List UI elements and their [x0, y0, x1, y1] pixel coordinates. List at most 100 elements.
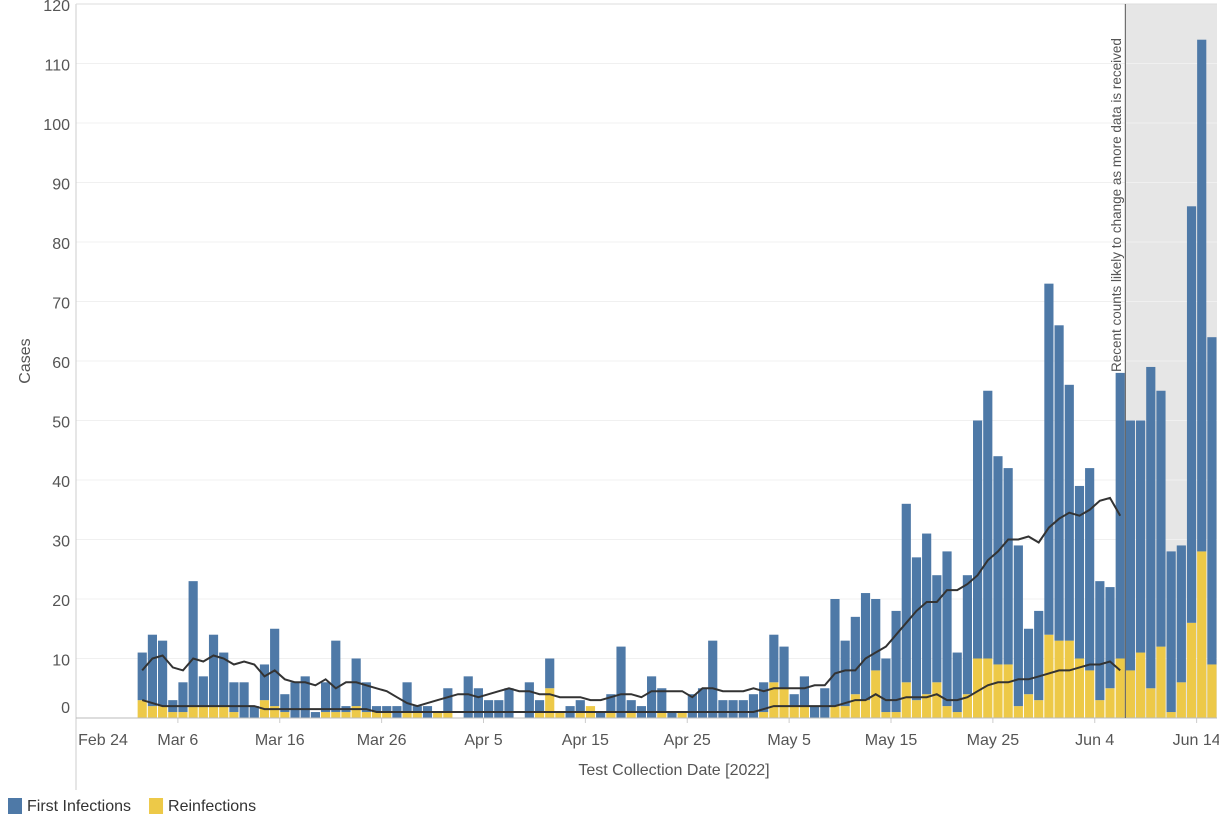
bar-segment: [1034, 700, 1044, 718]
average-line: [141, 660, 1121, 713]
bar-segment: [208, 706, 219, 718]
bar-segment: [229, 682, 239, 713]
bar-segment: [932, 575, 942, 683]
bar-segment: [168, 712, 178, 718]
y-tick-label: 70: [52, 296, 70, 313]
bar-segment: [1207, 664, 1217, 718]
bar-segment: [647, 676, 657, 718]
bar-segment: [759, 712, 769, 718]
bar-segment: [534, 712, 545, 718]
legend-label: First Infections: [27, 798, 131, 815]
x-tick-label: Feb 24: [78, 732, 128, 749]
bar-segment: [310, 712, 320, 718]
bar-segment: [1115, 658, 1125, 718]
bar-segment: [137, 700, 147, 718]
bar-segment: [840, 640, 850, 707]
bar-segment: [321, 682, 331, 713]
bar-segment: [1125, 670, 1135, 718]
bar-segment: [911, 700, 922, 718]
bar-segment: [616, 646, 626, 718]
bar-segment: [341, 712, 351, 718]
bar-segment: [239, 682, 249, 718]
x-tick-label: Mar 16: [255, 732, 305, 749]
bar-segment: [606, 712, 616, 718]
bar-segment: [1166, 551, 1176, 713]
bar-segment: [270, 628, 280, 707]
bar-segment: [412, 712, 422, 718]
y-tick-label: 120: [43, 0, 70, 15]
bar-segment: [473, 688, 483, 718]
bar-segment: [993, 664, 1003, 718]
bar-segment: [1105, 688, 1115, 718]
x-tick-label: Mar 6: [157, 732, 198, 749]
bar-segment: [188, 706, 198, 718]
bar-segment: [524, 682, 534, 718]
bar-segment: [188, 581, 198, 707]
bar-segment: [697, 688, 708, 718]
x-tick-label: Jun 14: [1173, 732, 1219, 749]
x-tick-label: Apr 25: [664, 732, 711, 749]
bar-segment: [799, 706, 809, 718]
bar-segment: [1085, 468, 1095, 671]
bar-segment: [983, 390, 993, 659]
x-tick-label: Mar 26: [357, 732, 407, 749]
bar-segment: [657, 712, 667, 718]
bar-segment: [1166, 712, 1176, 718]
bar-segment: [922, 533, 932, 695]
bar-segment: [769, 682, 779, 718]
bar-segment: [158, 706, 168, 718]
bar-segment: [728, 700, 738, 718]
bar-segment: [1003, 664, 1013, 718]
bar-segment: [1064, 640, 1074, 718]
x-tick-label: May 25: [967, 732, 1020, 749]
x-tick-label: Apr 15: [562, 732, 609, 749]
y-tick-label: 60: [52, 355, 70, 372]
bar-segment: [545, 658, 555, 689]
bar-segment: [922, 694, 932, 718]
y-tick-label: 90: [52, 177, 70, 194]
y-tick-label: 50: [52, 415, 70, 432]
bar-segment: [789, 706, 799, 718]
bar-segment: [942, 551, 952, 707]
bar-segment: [1146, 366, 1156, 689]
bar-segment: [178, 682, 188, 713]
bar-segment: [962, 694, 972, 718]
bar-segment: [331, 640, 341, 713]
bar-segment: [1023, 694, 1034, 718]
x-tick-label: Apr 5: [464, 732, 502, 749]
bar-segment: [270, 706, 280, 718]
bar-segment: [1197, 39, 1207, 552]
bar-segment: [850, 694, 860, 718]
legend-swatch: [8, 798, 22, 814]
legend-label: Reinfections: [168, 798, 256, 815]
bar-segment: [687, 694, 697, 718]
bar-segment: [891, 610, 901, 713]
bar-segment: [942, 706, 952, 718]
bar-segment: [382, 712, 392, 718]
bar-segment: [901, 503, 911, 683]
bar-segment: [810, 706, 820, 718]
bar-segment: [331, 712, 341, 718]
bar-segment: [443, 712, 453, 718]
bar-segment: [952, 652, 962, 713]
bar-segment: [667, 712, 677, 718]
bar-segment: [371, 712, 382, 718]
bar-segment: [1176, 545, 1186, 683]
bar-segment: [891, 712, 901, 718]
bar-segment: [463, 676, 473, 718]
bar-segment: [850, 616, 860, 695]
bar-segment: [1003, 468, 1013, 665]
bar-segment: [1146, 688, 1156, 718]
bar-segment: [351, 706, 361, 718]
annotation: Recent counts likely to change as more d…: [1109, 38, 1124, 372]
bar-segment: [789, 694, 799, 707]
bar-segment: [443, 688, 453, 713]
bar-segment: [198, 706, 208, 718]
bar-segment: [993, 456, 1003, 665]
bar-segment: [1034, 610, 1044, 701]
bar-segment: [1054, 325, 1064, 641]
bar-segment: [504, 688, 514, 718]
bar-segment: [1013, 545, 1023, 707]
bar-segment: [1085, 670, 1095, 718]
